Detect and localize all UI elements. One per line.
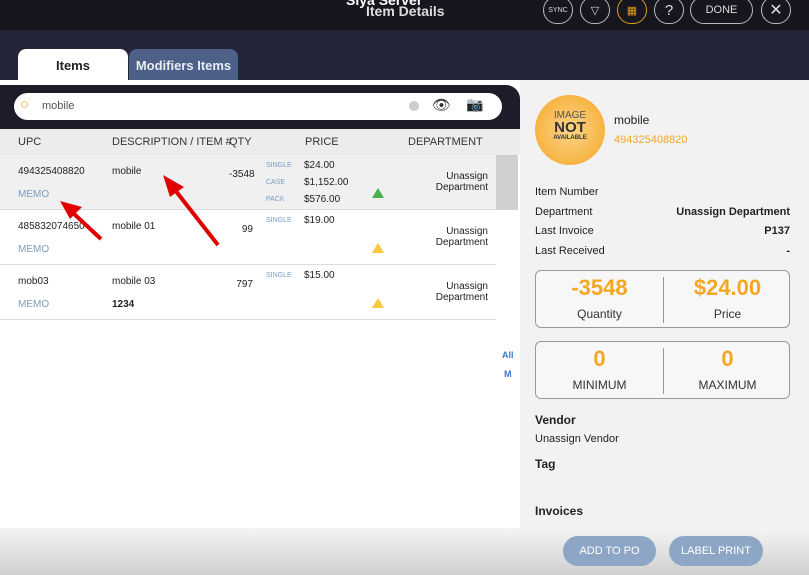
help-button[interactable]: ? [654,0,684,24]
status-triangle-icon [372,298,384,308]
sync-button[interactable]: SYNC [543,0,573,24]
price-value: $24.00 [304,160,335,171]
price-type: PACK [266,196,285,203]
col-department: DEPARTMENT [408,136,483,148]
row-item-number: 1234 [112,299,135,310]
add-to-po-button[interactable]: ADD TO PO [563,536,656,566]
row-qty: 99 [241,224,253,235]
keyboard-button[interactable]: ▦ [617,0,647,24]
row-qty: 797 [236,279,253,290]
min-max-box: 0 MINIMUM 0 MAXIMUM [535,341,790,399]
search-field[interactable]: ○ mobile 👁 📷 [14,93,502,120]
row-department: Unassign Department [435,171,488,193]
app-title: Siya Server [346,0,423,8]
table-row[interactable]: mob03 MEMO mobile 03 1234 797 Unassign D… [0,265,496,320]
quantity-value: -3548 [571,275,628,300]
divider [663,348,664,394]
maximum-value: 0 [721,346,734,371]
label-department: Department [535,206,593,218]
table-header: UPC DESCRIPTION / ITEM # QTY PRICE DEPAR… [0,129,520,155]
price-value: $24.00 [693,275,762,300]
col-upc: UPC [18,136,42,148]
tag-label: Tag [535,457,556,471]
row-upc: 485832074650 [18,221,85,232]
price-value: $15.00 [304,270,335,281]
value-last-received: - [786,245,790,257]
price-type: SINGLE [266,272,292,279]
annotation-arrows [60,175,220,247]
eye-icon[interactable]: 👁 [432,97,452,114]
search-input[interactable]: mobile [42,100,75,112]
tab-modifiers-items[interactable]: Modifiers Items [129,49,238,81]
tab-items[interactable]: Items [18,49,128,81]
index-all[interactable]: All [502,350,514,360]
quantity-price-box: -3548 Quantity $24.00 Price [535,270,790,328]
scrollbar-thumb[interactable] [496,155,518,210]
label-last-received: Last Received [535,245,605,257]
row-description: mobile 03 [112,276,156,287]
memo-link[interactable]: MEMO [18,299,50,310]
row-description: mobile 01 [112,221,156,232]
row-qty: -3548 [229,169,255,180]
table-row[interactable]: 494325408820 MEMO mobile -3548 Unassign … [0,155,496,210]
label-last-invoice: Last Invoice [535,225,594,237]
value-department: Unassign Department [676,206,790,218]
keyboard-icon: ▦ [626,4,638,17]
label-print-button[interactable]: LABEL PRINT [669,536,763,566]
item-upc: 494325408820 [614,134,688,146]
close-button[interactable]: ✕ [761,0,791,24]
image-not-available: IMAGE NOT AVAILABLE [535,95,605,165]
search-icon: ○ [20,96,30,113]
invoices-label: Invoices [535,504,584,518]
status-triangle-icon [372,188,384,198]
quantity-label: Quantity [577,307,622,321]
price-value: $1,152.00 [304,177,349,188]
divider [663,277,664,323]
price-value: $19.00 [304,215,335,226]
filter-icon: ▽ [590,4,600,17]
camera-icon[interactable]: 📷 [466,96,484,112]
minimum-label: MINIMUM [572,378,627,392]
price-type: SINGLE [266,162,292,169]
minimum-value: 0 [593,346,606,371]
maximum-label: MAXIMUM [698,378,757,392]
memo-link[interactable]: MEMO [18,244,50,255]
clear-icon[interactable] [409,101,419,111]
arrow-memo [60,201,103,241]
vendor-value: Unassign Vendor [535,433,619,445]
row-upc: mob03 [18,276,49,287]
memo-link[interactable]: MEMO [18,189,50,200]
done-button[interactable]: DONE [690,0,753,24]
filter-button[interactable]: ▽ [580,0,610,24]
close-icon: ✕ [769,2,783,19]
value-last-invoice: P137 [764,225,790,237]
help-icon: ? [664,1,674,19]
col-description: DESCRIPTION / ITEM # [112,136,232,148]
page-title: Item Details [366,3,445,19]
status-triangle-icon [372,243,384,253]
row-department: Unassign Department [435,226,488,248]
price-type: CASE [266,179,286,186]
price-value: $576.00 [304,194,341,205]
index-m[interactable]: M [504,369,512,379]
table-row[interactable]: 485832074650 MEMO mobile 01 99 Unassign … [0,210,496,265]
label-item-number: Item Number [535,186,599,198]
row-description: mobile [112,166,142,177]
price-type: SINGLE [266,217,292,224]
price-label: Price [713,307,742,321]
arrow-description [163,175,220,247]
row-department: Unassign Department [435,281,488,303]
row-upc: 494325408820 [18,166,85,177]
item-name: mobile [614,113,650,127]
vendor-label: Vendor [535,413,576,427]
col-price: PRICE [305,136,339,148]
col-qty: QTY [229,136,252,148]
